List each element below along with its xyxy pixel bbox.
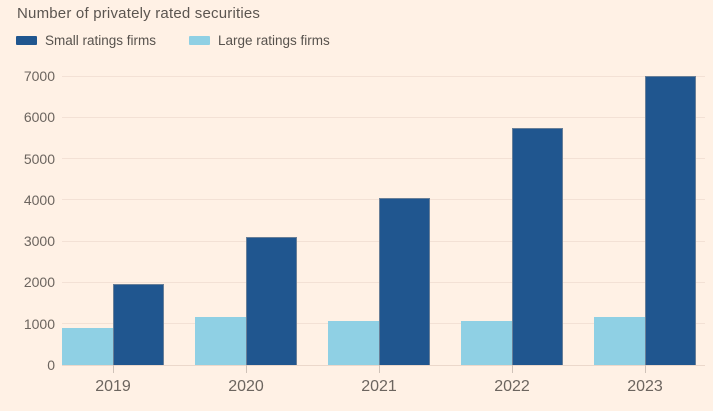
chart-title: Number of privately rated securities: [17, 5, 261, 22]
y-axis-label-2000: 2000: [23, 274, 55, 291]
y-axis-label-7000: 7000: [23, 68, 55, 84]
legend-swatch-large-icon: [189, 36, 210, 45]
bar-large-2019: [62, 327, 113, 365]
gridline-0: [62, 364, 705, 366]
gridline-7000: [62, 75, 705, 77]
bar-large-2023: [594, 316, 645, 365]
y-axis-label-0: 0: [47, 357, 55, 373]
legend-swatch-small-icon: [16, 36, 37, 45]
x-axis-label-2020: 2020: [228, 378, 264, 395]
bar-small-2020: [246, 237, 297, 365]
x-axis-tick-2019: [113, 365, 114, 373]
x-axis-label-2021: 2021: [361, 378, 397, 395]
bar-large-2020: [195, 316, 246, 365]
bar-large-2022: [461, 321, 512, 365]
bar-small-2021: [379, 197, 430, 365]
legend-item-small-ratings-firms: Small ratings firms: [16, 33, 156, 48]
legend-label-small: Small ratings firms: [45, 33, 157, 48]
bar-small-2022: [512, 128, 563, 365]
y-axis-label-3000: 3000: [23, 233, 55, 250]
legend-label-large: Large ratings firms: [218, 33, 330, 48]
y-axis-label-4000: 4000: [23, 191, 55, 208]
x-axis-label-2023: 2023: [627, 378, 663, 395]
x-axis-tick-2022: [512, 365, 513, 373]
gridline-6000: [62, 116, 705, 118]
bar-large-2021: [328, 320, 379, 365]
x-axis-label-2022: 2022: [494, 378, 530, 395]
x-axis-tick-2020: [246, 365, 247, 373]
y-axis-label-5000: 5000: [23, 150, 55, 167]
legend-item-large-ratings-firms: Large ratings firms: [189, 33, 330, 48]
x-axis-tick-2023: [645, 365, 646, 373]
x-axis-label-2019: 2019: [95, 378, 131, 395]
bar-small-2023: [645, 76, 696, 365]
bar-small-2019: [113, 284, 164, 365]
gridline-5000: [62, 158, 705, 160]
y-axis-label-1000: 1000: [23, 315, 55, 332]
x-axis-tick-2021: [379, 365, 380, 373]
y-axis-label-6000: 6000: [23, 109, 55, 126]
